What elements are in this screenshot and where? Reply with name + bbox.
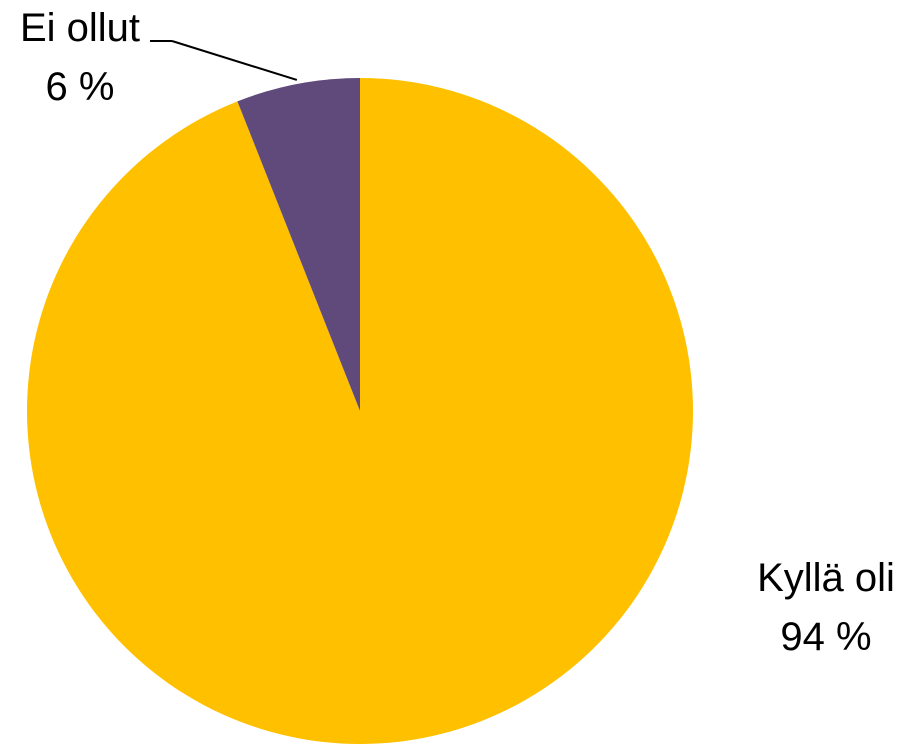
leader-line-ei-ollut (171, 40, 298, 81)
label-ei-ollut-value: 6 % (46, 65, 115, 109)
label-kylla-oli-name: Kyllä oli (757, 556, 895, 600)
label-kylla-oli-value: 94 % (780, 615, 871, 659)
pie-slices (26, 78, 693, 744)
pie-slice-kylla-oli (26, 78, 693, 744)
pie-slice-ei-ollut (237, 78, 360, 411)
label-ei-ollut-name: Ei ollut (20, 6, 140, 50)
